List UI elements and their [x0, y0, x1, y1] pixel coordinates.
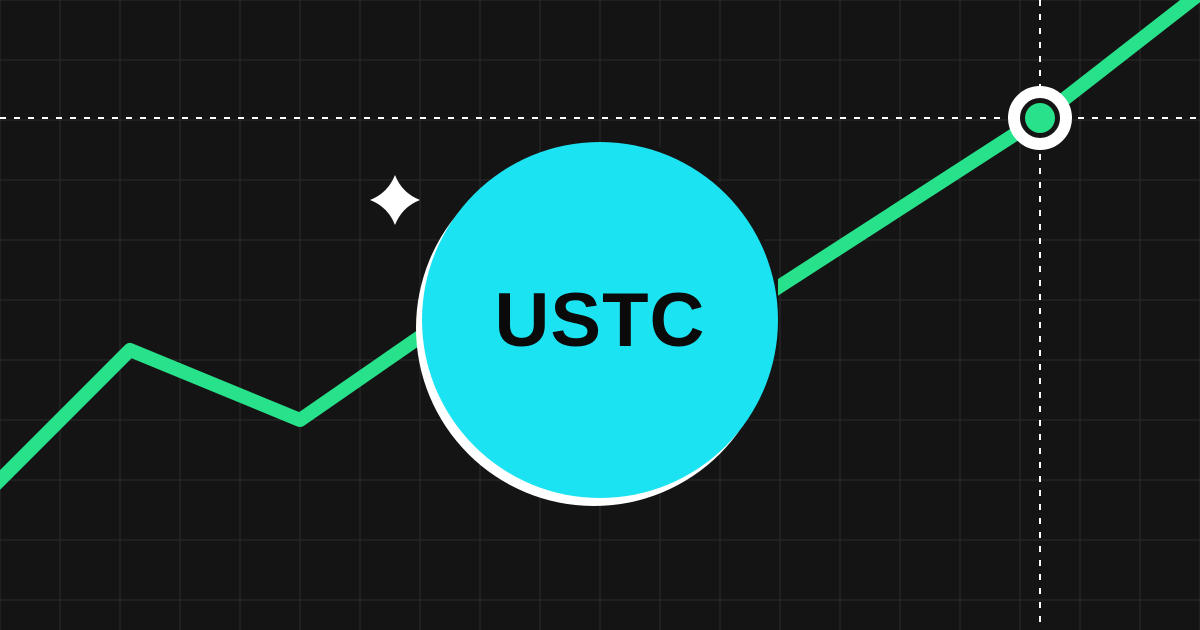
price-marker-dot [1025, 103, 1055, 133]
hero-canvas: USTC [0, 0, 1200, 630]
coin-ticker-label: USTC [495, 277, 706, 364]
sparkle-icon [370, 175, 420, 225]
coin-badge: USTC [422, 142, 778, 498]
